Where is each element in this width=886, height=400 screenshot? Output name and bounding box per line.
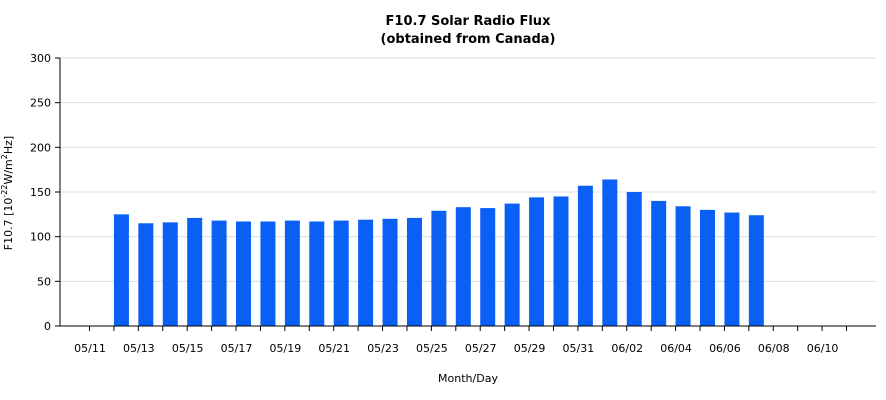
y-axis-label-exponent-2: 2 xyxy=(0,154,9,159)
bar xyxy=(553,196,569,326)
bar xyxy=(504,203,520,326)
bar xyxy=(724,212,740,326)
y-tick-label: 100 xyxy=(30,231,51,244)
bar xyxy=(358,219,374,326)
x-tick-label: 06/02 xyxy=(611,342,643,355)
y-tick-label: 0 xyxy=(44,320,51,333)
y-axis-label: F10.7 [10-22W/m2Hz] xyxy=(0,136,15,250)
bar xyxy=(309,221,325,326)
bar xyxy=(480,208,496,326)
bar xyxy=(455,207,471,326)
x-tick-label: 05/17 xyxy=(221,342,253,355)
y-axis-label-suffix: Hz] xyxy=(2,136,15,154)
y-tick-label: 300 xyxy=(30,52,51,65)
y-axis-label-exponent: -22 xyxy=(0,185,9,198)
x-axis-label: Month/Day xyxy=(438,372,498,385)
bar xyxy=(651,200,667,326)
bar xyxy=(260,221,276,326)
bar xyxy=(577,185,593,326)
x-tick-label: 05/31 xyxy=(563,342,595,355)
bar xyxy=(700,209,715,326)
bar xyxy=(162,222,178,326)
bar xyxy=(284,220,300,326)
bar xyxy=(529,197,545,326)
y-axis-label-prefix: F10.7 [10 xyxy=(2,198,15,251)
y-axis-label-unit: W/m xyxy=(2,159,15,184)
bar xyxy=(236,221,252,326)
bar xyxy=(333,220,349,326)
y-tick-label: 150 xyxy=(30,186,51,199)
x-tick-label: 05/29 xyxy=(514,342,546,355)
x-tick-label: 06/08 xyxy=(758,342,790,355)
axes: 0 50 100 150 200 250 300 05/11 05/13 05/15 05/17 05… xyxy=(30,52,876,355)
bar xyxy=(602,179,618,326)
bar xyxy=(748,215,764,326)
x-tick-label: 05/15 xyxy=(172,342,204,355)
chart-title: F10.7 Solar Radio Flux xyxy=(386,14,552,29)
bar xyxy=(113,214,129,326)
x-tick-label: 06/10 xyxy=(807,342,839,355)
bar xyxy=(626,192,642,326)
bar xyxy=(211,220,227,326)
x-tick-label: 05/23 xyxy=(367,342,399,355)
bars xyxy=(113,179,764,326)
x-tick-label: 05/27 xyxy=(465,342,497,355)
x-tick-label: 06/06 xyxy=(709,342,741,355)
x-tick-label: 05/11 xyxy=(74,342,106,355)
bar xyxy=(406,217,422,326)
y-tick-label: 50 xyxy=(37,275,51,288)
x-tick-label: 05/13 xyxy=(123,342,155,355)
bar xyxy=(138,223,154,326)
bar xyxy=(187,217,203,326)
x-tick-label: 05/21 xyxy=(318,342,350,355)
bar xyxy=(675,206,691,326)
x-tick-label: 05/19 xyxy=(270,342,302,355)
bar xyxy=(431,210,447,326)
y-tick-label: 250 xyxy=(30,97,51,110)
y-tick-label: 200 xyxy=(30,141,51,154)
x-tick-label: 06/04 xyxy=(660,342,692,355)
x-tick-label: 05/25 xyxy=(416,342,448,355)
chart-subtitle: (obtained from Canada) xyxy=(381,32,556,47)
bar xyxy=(382,218,398,326)
